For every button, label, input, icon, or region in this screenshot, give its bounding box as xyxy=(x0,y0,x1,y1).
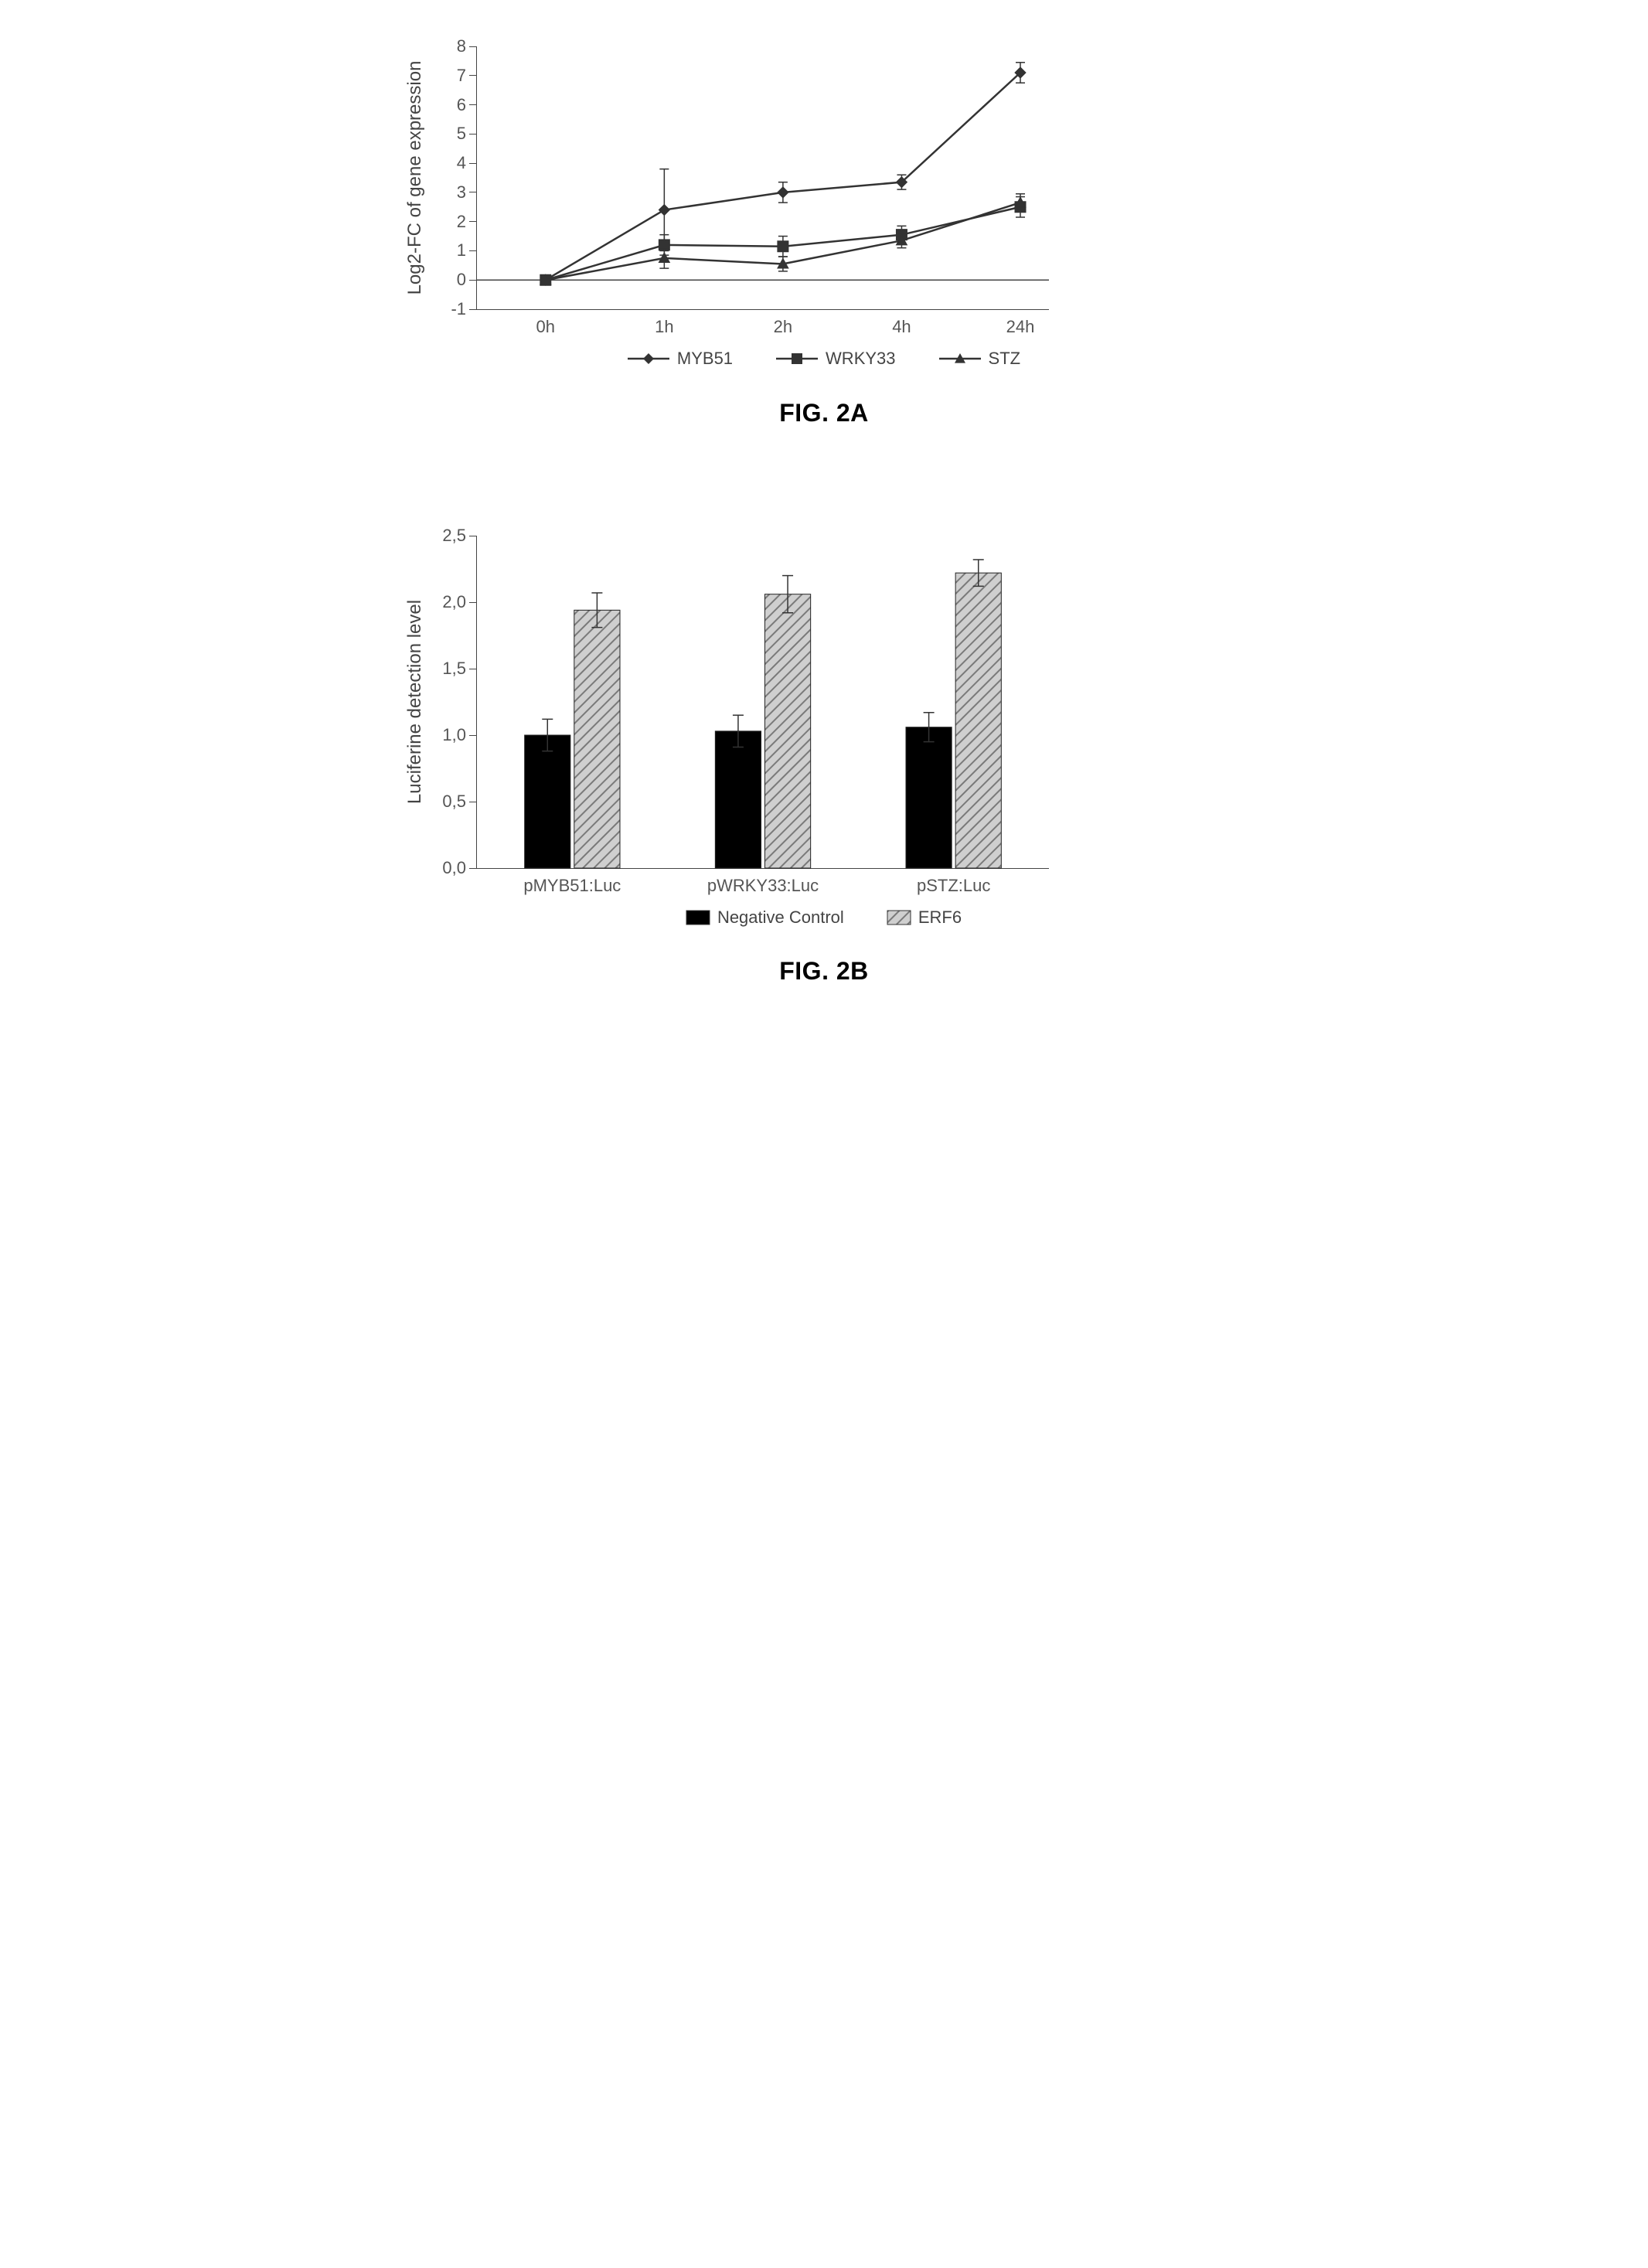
y-tick-label: 5 xyxy=(457,124,477,144)
y-tick-label: 1,0 xyxy=(442,725,477,745)
x-tick-label: pSTZ:Luc xyxy=(917,868,990,896)
bar xyxy=(764,594,810,868)
legend-item: ERF6 xyxy=(887,908,962,928)
bar xyxy=(574,610,620,868)
bar xyxy=(955,573,1001,868)
bar xyxy=(715,731,761,868)
y-tick-label: 8 xyxy=(457,36,477,56)
x-tick-label: 24h xyxy=(1006,309,1035,337)
x-tick-label: 1h xyxy=(655,309,673,337)
bar-chart-svg xyxy=(477,536,1049,868)
figure-caption: FIG. 2A xyxy=(476,399,1172,427)
y-tick-label: 2,5 xyxy=(442,526,477,546)
y-tick-label: 0 xyxy=(457,270,477,290)
bar xyxy=(525,735,570,868)
x-tick-label: 2h xyxy=(774,309,792,337)
y-tick-label: 0,5 xyxy=(442,792,477,812)
x-tick-label: 0h xyxy=(536,309,555,337)
y-axis-label: Luciferine detection level xyxy=(404,600,426,804)
legend-item: MYB51 xyxy=(628,349,733,369)
y-tick-label: 3 xyxy=(457,182,477,203)
y-tick-label: 0,0 xyxy=(442,858,477,878)
legend-item: WRKY33 xyxy=(776,349,895,369)
legend-label: ERF6 xyxy=(918,908,962,928)
bar xyxy=(906,727,952,868)
figure-caption: FIG. 2B xyxy=(476,957,1172,986)
figure-2b: Luciferine detection level 0,00,51,01,52… xyxy=(476,536,1172,986)
y-tick-label: 6 xyxy=(457,95,477,115)
y-tick-label: 1 xyxy=(457,240,477,261)
y-tick-label: -1 xyxy=(451,299,477,319)
line-chart-plot: Log2-FC of gene expression -10123456780h… xyxy=(476,46,1049,310)
figure-2a: Log2-FC of gene expression -10123456780h… xyxy=(476,46,1172,427)
x-tick-label: 4h xyxy=(892,309,911,337)
legend-item: Negative Control xyxy=(686,908,844,928)
legend-label: WRKY33 xyxy=(826,349,895,369)
bar-chart-legend: Negative Control ERF6 xyxy=(476,908,1172,929)
x-tick-label: pWRKY33:Luc xyxy=(707,868,819,896)
y-tick-label: 1,5 xyxy=(442,659,477,679)
bar-chart-plot: Luciferine detection level 0,00,51,01,52… xyxy=(476,536,1049,869)
legend-label: STZ xyxy=(989,349,1021,369)
y-axis-label: Log2-FC of gene expression xyxy=(404,61,426,295)
y-tick-label: 7 xyxy=(457,66,477,86)
y-tick-label: 2,0 xyxy=(442,592,477,612)
legend-item: STZ xyxy=(939,349,1021,369)
legend-label: MYB51 xyxy=(677,349,733,369)
legend-label: Negative Control xyxy=(717,908,844,928)
line-chart-legend: MYB51 WRKY33 STZ xyxy=(476,349,1172,371)
x-tick-label: pMYB51:Luc xyxy=(523,868,621,896)
y-tick-label: 2 xyxy=(457,212,477,232)
y-tick-label: 4 xyxy=(457,153,477,173)
line-chart-svg xyxy=(477,46,1049,309)
